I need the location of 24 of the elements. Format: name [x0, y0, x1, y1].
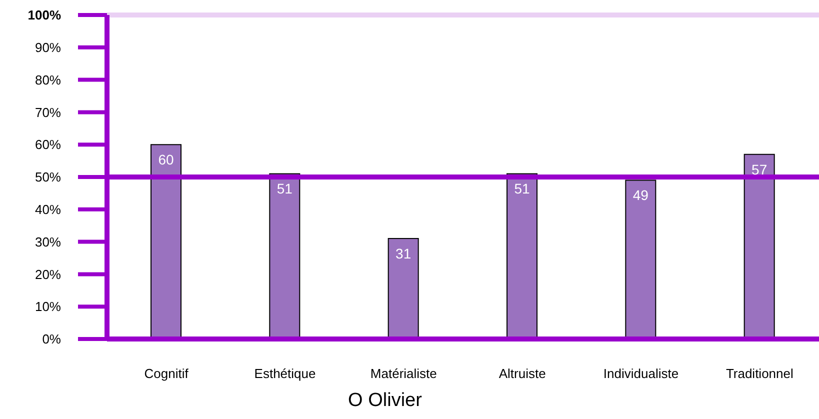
- y-tick-label: 80%: [34, 72, 62, 88]
- text: O Olivier: [347, 390, 423, 412]
- y-tick-label: 50%: [34, 170, 62, 185]
- data-label: 51: [276, 180, 293, 197]
- data-label: 57: [752, 161, 768, 178]
- y-tick-label: 70%: [34, 104, 62, 120]
- x-tick-label: Traditionnel: [726, 366, 794, 382]
- data-label: 49: [632, 187, 649, 204]
- x-tick-label: Esthétique: [254, 366, 316, 382]
- x-tick-label: Altruiste: [498, 366, 546, 382]
- y-tick-label: 60%: [34, 137, 62, 152]
- y-tick-label: 40%: [34, 202, 62, 217]
- data-label: 31: [396, 246, 412, 262]
- y-tick-label: 20%: [34, 266, 62, 282]
- x-tick-label: Individualiste: [603, 366, 679, 382]
- y-tick-label: 100%: [28, 8, 62, 23]
- y-tick-label: 0%: [42, 332, 62, 347]
- y-tick-label: 90%: [34, 40, 62, 55]
- x-tick-label: Cognitif: [144, 366, 189, 382]
- data-label: 60: [158, 152, 174, 168]
- data-label: 51: [514, 180, 530, 197]
- x-tick-label: Matérialiste: [370, 366, 437, 382]
- y-tick-label: 10%: [34, 299, 62, 314]
- y-tick-label: 30%: [34, 234, 62, 250]
